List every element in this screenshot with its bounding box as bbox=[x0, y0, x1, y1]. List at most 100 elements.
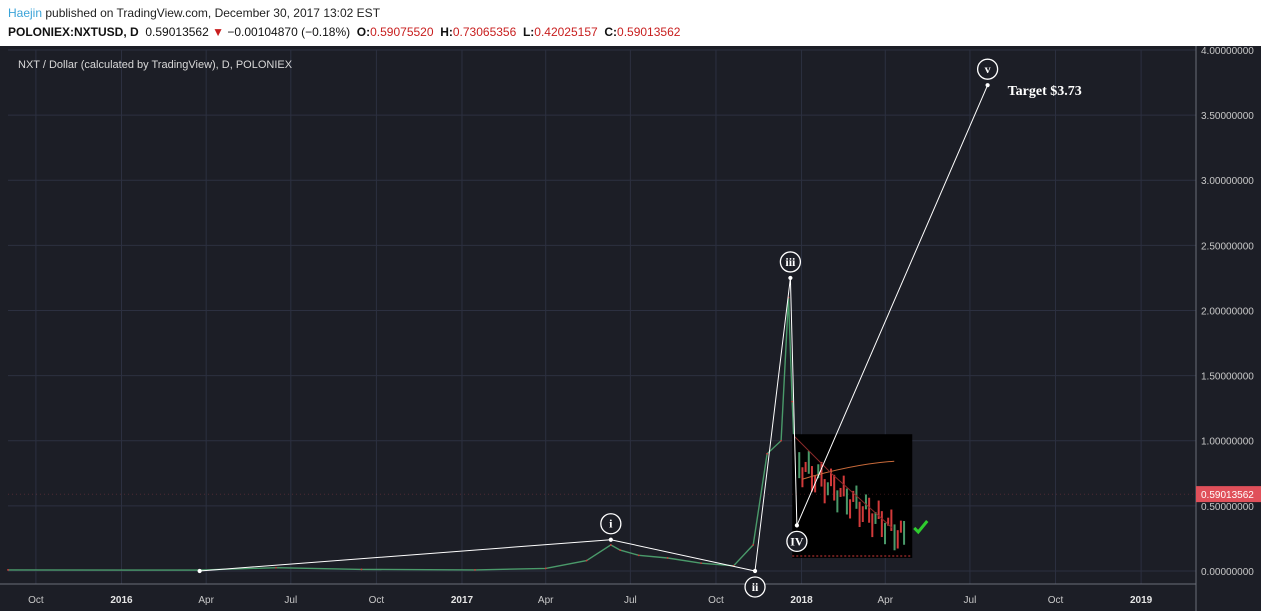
price-series-line bbox=[7, 297, 801, 571]
inset-trend-line bbox=[793, 435, 893, 529]
inset-candle bbox=[899, 520, 902, 533]
inset-chart bbox=[792, 434, 913, 558]
wave-vertex bbox=[608, 537, 613, 542]
y-tick-label: 1.50000000 bbox=[1201, 372, 1254, 383]
inset-candle bbox=[884, 522, 887, 545]
wave-marker-iv: IV bbox=[786, 530, 808, 553]
price-point bbox=[666, 557, 669, 559]
low-label: L: bbox=[522, 25, 535, 39]
inset-candle bbox=[890, 509, 893, 531]
publish-header: Haejin published on TradingView.com, Dec… bbox=[0, 0, 1261, 46]
inset-candle bbox=[826, 482, 829, 496]
y-tick-label: 2.50000000 bbox=[1201, 241, 1254, 252]
inset-candle bbox=[864, 494, 867, 510]
chart-title: NXT / Dollar (calculated by TradingView)… bbox=[18, 59, 293, 71]
y-tick-label: 2.00000000 bbox=[1201, 306, 1254, 317]
open-value: 0.59075520 bbox=[370, 25, 434, 39]
high-value: 0.73065356 bbox=[452, 25, 517, 39]
inset-candle bbox=[871, 513, 874, 538]
inset-candle bbox=[887, 517, 890, 526]
price-point bbox=[791, 400, 794, 403]
price-point bbox=[474, 569, 476, 571]
wave-marker-i: i bbox=[600, 513, 622, 535]
close-label: C: bbox=[604, 25, 618, 39]
x-tick-label: 2018 bbox=[790, 595, 813, 606]
chart-area[interactable]: 0.00000000 0.50000000 1.00000000 1.50000000… bbox=[0, 46, 1261, 611]
wave-marker-circle bbox=[976, 58, 999, 80]
x-tick-label: Oct bbox=[708, 595, 724, 606]
inset-moving-average bbox=[802, 460, 895, 480]
inset-candle bbox=[823, 479, 826, 504]
price-point bbox=[360, 568, 363, 571]
x-tick-label: Oct bbox=[28, 595, 44, 606]
target-annotation: Target $3.73 bbox=[1008, 84, 1082, 99]
wave-vertex bbox=[197, 568, 202, 574]
price-point bbox=[275, 566, 277, 569]
wave-marker-circle bbox=[744, 576, 766, 598]
x-tick-label: Apr bbox=[877, 595, 893, 606]
publish-line: Haejin published on TradingView.com, Dec… bbox=[8, 6, 380, 20]
x-tick-label: Jul bbox=[964, 595, 977, 606]
ohlc-line: POLONIEX:NXTUSD, D 0.59013562 ▼ −0.00104… bbox=[8, 25, 680, 39]
wave-marker-label: iii bbox=[785, 255, 796, 269]
last-price-tag bbox=[1196, 486, 1261, 503]
change-value: −0.00104870 (−0.18%) bbox=[227, 25, 351, 39]
last-price-tag-label: 0.59013562 bbox=[1201, 490, 1254, 501]
price-chart[interactable]: 0.00000000 0.50000000 1.00000000 1.50000000… bbox=[0, 46, 1261, 611]
inset-candle bbox=[861, 506, 864, 523]
inset-candle bbox=[798, 452, 801, 479]
inset-candle bbox=[842, 475, 845, 497]
x-tick-label: Jul bbox=[284, 595, 297, 606]
published-text: published on TradingView.com, December 3… bbox=[42, 6, 381, 20]
price-point bbox=[619, 549, 622, 552]
wave-marker-circle bbox=[600, 513, 622, 535]
wave-marker-label: IV bbox=[790, 534, 804, 548]
x-tick-label: 2016 bbox=[110, 595, 133, 606]
inset-candle bbox=[868, 497, 871, 523]
wave-marker-circle bbox=[786, 530, 808, 553]
check-icon bbox=[913, 520, 929, 535]
wave-marker-iii: iii bbox=[779, 251, 802, 273]
open-label: O: bbox=[356, 25, 371, 39]
price-point bbox=[766, 452, 769, 455]
author-link[interactable]: Haejin bbox=[8, 6, 43, 20]
price-point bbox=[637, 554, 640, 557]
low-value: 0.42025157 bbox=[534, 25, 598, 39]
down-arrow-icon: ▼ bbox=[212, 25, 224, 39]
inset-candle bbox=[877, 500, 880, 520]
price-point bbox=[609, 544, 612, 546]
inset-candle bbox=[830, 468, 833, 487]
inset-candle bbox=[804, 461, 807, 472]
wave-marker-circle bbox=[779, 251, 802, 273]
inset-candle bbox=[893, 524, 896, 551]
inset-candle bbox=[852, 490, 855, 502]
wave-marker-v: v bbox=[976, 58, 999, 80]
price-point bbox=[585, 559, 588, 562]
x-tick-label: Jul bbox=[624, 595, 637, 606]
grid-lines bbox=[8, 49, 1196, 584]
y-tick-label: 0.50000000 bbox=[1201, 502, 1254, 513]
wave-marker-ii: ii bbox=[744, 576, 766, 598]
wave-marker-label: i bbox=[609, 517, 613, 531]
x-tick-label: Oct bbox=[1048, 595, 1064, 606]
price-point bbox=[700, 562, 702, 565]
price-point bbox=[7, 569, 9, 571]
x-tick-label: Apr bbox=[198, 595, 214, 606]
inset-candle bbox=[839, 487, 842, 497]
inset-candle bbox=[896, 530, 899, 549]
inset-candle bbox=[858, 501, 861, 528]
price-point bbox=[752, 544, 755, 546]
x-tick-label: 2017 bbox=[451, 595, 474, 606]
inset-candle bbox=[855, 485, 858, 509]
x-tick-label: 2019 bbox=[1130, 595, 1153, 606]
y-tick-label: 0.00000000 bbox=[1201, 567, 1254, 578]
inset-candle bbox=[849, 499, 852, 519]
price-point bbox=[780, 439, 782, 442]
wave-marker-label: ii bbox=[752, 580, 759, 594]
x-tick-label: Apr bbox=[538, 595, 554, 606]
y-tick-label: 3.50000000 bbox=[1201, 111, 1254, 122]
inset-candle bbox=[903, 520, 906, 545]
inset-candle bbox=[817, 464, 820, 479]
wave-vertex bbox=[788, 275, 793, 281]
y-tick-label: 1.00000000 bbox=[1201, 437, 1254, 448]
